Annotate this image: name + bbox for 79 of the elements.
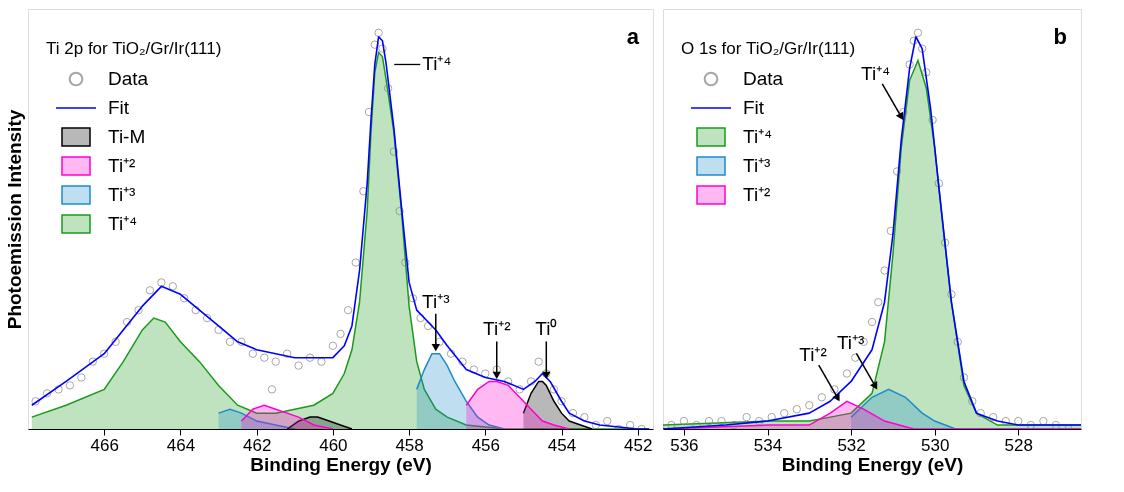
point [805, 401, 814, 410]
point [880, 266, 889, 275]
point [1039, 416, 1048, 426]
legend-label: Data [108, 68, 149, 89]
legend-label: Ti⁺⁴ [108, 213, 138, 234]
legend-title: O 1s for TiO₂/Gr/Ir(111) [681, 39, 856, 58]
point [754, 416, 764, 426]
annotation: a [626, 24, 640, 49]
legend-label: Fit [108, 97, 130, 118]
legend-label: Ti⁺³ [743, 155, 771, 176]
x-axis-title: Binding Energy (eV) [250, 453, 432, 475]
point [913, 28, 923, 37]
x-tick-label: 462 [242, 435, 272, 455]
point [792, 404, 801, 414]
point [667, 420, 676, 429]
point [1026, 420, 1036, 429]
x-tick-label: 452 [624, 435, 653, 455]
x-tick-label: 532 [837, 435, 866, 455]
legend-label: Ti⁺⁴ [743, 126, 773, 147]
x-tick-label: 530 [921, 435, 950, 455]
point [928, 115, 937, 125]
legend-label: Data [743, 68, 784, 89]
point [947, 290, 956, 299]
legend-label: Ti⁺³ [108, 184, 136, 205]
point [886, 226, 896, 236]
legend-title: Ti 2p for TiO₂/Gr/Ir(111) [46, 39, 222, 58]
x-tick-label: 460 [319, 435, 348, 455]
point [1051, 420, 1061, 429]
annotation: Ti⁺³ [836, 332, 865, 354]
legend-label: Ti⁺² [743, 184, 771, 205]
point [704, 416, 714, 426]
x-tick-label: 464 [166, 435, 196, 455]
x-tick-label: 458 [395, 435, 424, 455]
point [917, 44, 927, 53]
point [953, 337, 962, 347]
point [830, 385, 839, 394]
annotation: Ti⁺² [799, 344, 827, 366]
point [1014, 416, 1023, 426]
point [905, 60, 914, 69]
point [1001, 416, 1010, 426]
point [909, 36, 919, 45]
annotation: Ti⁺² [483, 318, 511, 340]
point [679, 416, 689, 426]
point [717, 416, 726, 426]
annotation: Ti⁺⁴ [860, 62, 891, 84]
point [817, 393, 827, 402]
x-tick-label: 536 [670, 435, 699, 455]
x-axis-title: Binding Energy (eV) [781, 453, 964, 475]
annotation: Ti⁰ [535, 318, 558, 340]
point [692, 420, 701, 429]
point [899, 107, 908, 117]
point [851, 353, 860, 362]
point [867, 317, 877, 327]
point [968, 397, 977, 406]
legend-label: Ti⁺² [108, 155, 136, 176]
point [874, 298, 883, 307]
x-tick-label: 534 [753, 435, 783, 455]
annotation: Ti⁺³ [422, 290, 450, 312]
legend-label: Ti-M [108, 126, 146, 147]
point [922, 68, 931, 77]
y-axis-title: Photoemission Intensity [3, 109, 25, 330]
x-tick-label: 454 [547, 435, 577, 455]
legend-label: Fit [743, 97, 765, 118]
point [976, 408, 985, 418]
point [989, 412, 998, 422]
x-tick-label: 528 [1004, 435, 1033, 455]
point [934, 179, 944, 188]
point [767, 412, 776, 422]
annotation: b [1053, 24, 1067, 49]
point [940, 238, 950, 247]
annotation: Ti⁺⁴ [422, 53, 452, 75]
x-tick-label: 456 [471, 435, 500, 455]
point [959, 373, 969, 382]
x-tick-label: 466 [90, 435, 119, 455]
point [780, 408, 789, 418]
point [742, 412, 751, 422]
point [842, 369, 852, 378]
point [729, 420, 739, 429]
point [892, 167, 902, 176]
